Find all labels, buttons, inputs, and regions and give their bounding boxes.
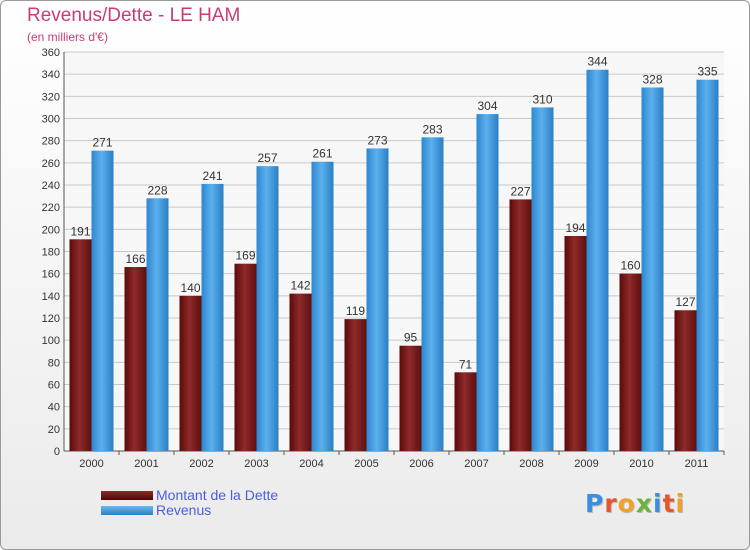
bars-layer <box>69 69 719 452</box>
data-label-dette: 194 <box>565 221 585 235</box>
y-tick-label: 20 <box>48 424 60 436</box>
proxiti-logo: Proxiti <box>585 489 685 518</box>
bar-revenus <box>311 161 334 451</box>
data-label-dette: 119 <box>346 304 365 318</box>
chart-title: Revenus/Dette - LE HAM <box>27 5 241 26</box>
y-tick-label: 180 <box>42 247 60 259</box>
bar-revenus <box>531 107 554 452</box>
y-tick-label: 200 <box>42 224 60 236</box>
data-label-revenus: 344 <box>587 55 607 69</box>
bar-dette <box>454 372 477 451</box>
data-label-dette: 140 <box>180 281 200 295</box>
y-tick-label: 160 <box>42 269 60 281</box>
logo-letter: t <box>662 489 676 518</box>
y-tick-label: 40 <box>48 402 60 414</box>
grid-layer <box>63 51 725 455</box>
legend-swatch-revenus <box>101 506 153 515</box>
y-tick-label: 280 <box>42 136 60 148</box>
data-label-dette: 191 <box>70 224 90 238</box>
logo-letter: i <box>653 489 663 518</box>
y-tick-label: 60 <box>48 380 60 392</box>
legend-label-revenus: Revenus <box>156 502 212 518</box>
data-label-revenus: 228 <box>147 183 167 197</box>
bar-dette <box>179 295 202 451</box>
bar-dette <box>69 239 92 451</box>
bar-dette <box>619 273 642 451</box>
logo-letter: r <box>604 489 618 518</box>
bar-revenus <box>256 166 279 452</box>
x-tick-label: 2002 <box>189 458 213 470</box>
bar-revenus <box>146 198 169 451</box>
bar-revenus <box>476 114 499 452</box>
bar-revenus <box>421 137 444 451</box>
bar-dette <box>344 319 367 451</box>
data-label-revenus: 335 <box>697 65 717 79</box>
legend-swatch-dette <box>101 491 153 500</box>
data-label-dette: 127 <box>675 295 695 309</box>
y-tick-label: 140 <box>42 291 60 303</box>
bar-revenus <box>696 79 719 451</box>
bar-chart: 0 20 40 60 80 100 120 140 160 180 200 220 240 260 280 3… <box>42 47 725 470</box>
bar-dette <box>399 345 422 451</box>
data-label-dette: 169 <box>235 249 255 263</box>
data-label-revenus: 310 <box>532 92 552 106</box>
data-label-revenus: 328 <box>642 72 662 86</box>
bar-dette <box>564 235 587 451</box>
x-tick-label: 2005 <box>354 458 378 470</box>
bar-revenus <box>586 69 609 451</box>
x-tick-label: 2003 <box>244 458 268 470</box>
labels-layer: 0 20 40 60 80 100 120 140 160 180 200 220 240 260 280 3… <box>42 47 718 470</box>
bar-dette <box>289 293 312 451</box>
logo-letter: P <box>585 489 605 518</box>
chart-subtitle: (en milliers d'€) <box>27 30 108 44</box>
data-label-dette: 160 <box>620 259 640 273</box>
x-tick-label: 2000 <box>79 458 103 470</box>
bar-revenus <box>201 183 224 451</box>
y-tick-label: 220 <box>42 202 60 214</box>
y-tick-label: 80 <box>48 357 60 369</box>
y-tick-label: 260 <box>42 158 60 170</box>
bar-revenus <box>641 87 664 451</box>
bar-revenus <box>91 150 114 451</box>
bar-dette <box>674 310 697 451</box>
x-tick-label: 2008 <box>519 458 543 470</box>
x-tick-label: 2009 <box>574 458 598 470</box>
data-label-dette: 227 <box>510 184 530 198</box>
data-label-revenus: 283 <box>422 122 442 136</box>
bar-revenus <box>366 148 389 452</box>
x-tick-label: 2006 <box>409 458 433 470</box>
data-label-revenus: 261 <box>312 147 332 161</box>
y-tick-label: 360 <box>42 47 60 59</box>
data-label-revenus: 271 <box>92 136 112 150</box>
data-label-revenus: 273 <box>367 133 387 147</box>
x-tick-label: 2011 <box>685 458 709 470</box>
x-tick-label: 2001 <box>134 458 158 470</box>
data-label-dette: 166 <box>125 252 145 266</box>
y-tick-label: 0 <box>54 446 60 458</box>
x-tick-label: 2007 <box>464 458 488 470</box>
y-tick-label: 100 <box>42 335 60 347</box>
bar-dette <box>124 267 147 451</box>
bar-dette <box>509 199 532 451</box>
x-tick-label: 2004 <box>299 458 323 470</box>
y-tick-label: 120 <box>42 313 60 325</box>
data-label-revenus: 304 <box>477 99 497 113</box>
data-label-revenus: 257 <box>257 151 277 165</box>
data-label-dette: 95 <box>404 331 418 345</box>
data-label-revenus: 241 <box>202 169 222 183</box>
bar-dette <box>234 263 257 451</box>
data-label-dette: 71 <box>459 357 473 371</box>
y-tick-label: 340 <box>42 69 60 81</box>
logo-letter: o <box>617 489 636 518</box>
y-tick-label: 240 <box>42 180 60 192</box>
logo-letter: x <box>635 489 653 518</box>
y-tick-label: 320 <box>42 91 60 103</box>
y-tick-label: 300 <box>42 114 60 126</box>
x-tick-label: 2010 <box>629 458 653 470</box>
logo-letter: i <box>675 489 686 518</box>
legend-label-dette: Montant de la Dette <box>156 487 279 503</box>
data-label-dette: 142 <box>290 279 310 293</box>
